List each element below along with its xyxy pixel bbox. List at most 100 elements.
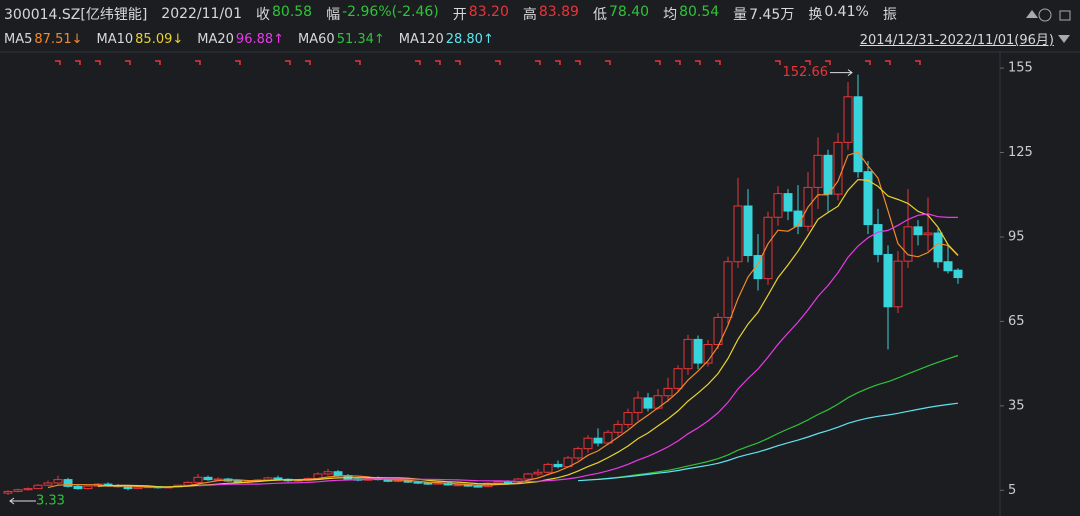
event-marker	[695, 60, 701, 65]
field-label: 幅	[326, 7, 341, 23]
field-value: 7.45万	[749, 7, 795, 23]
candle-body	[843, 96, 853, 143]
max-arrow	[830, 69, 853, 77]
dropdown-icon[interactable]	[1058, 35, 1070, 43]
event-marker	[305, 60, 311, 65]
candle-body	[753, 255, 763, 280]
candle-body	[473, 485, 483, 488]
event-marker	[535, 60, 541, 65]
event-marker	[605, 60, 611, 65]
candle-body	[713, 316, 723, 345]
candle-body	[863, 171, 873, 226]
event-marker	[75, 60, 81, 65]
candle-body	[53, 479, 63, 484]
candle-body	[723, 261, 733, 318]
candle-body	[233, 480, 243, 483]
field-label: 收	[256, 7, 270, 23]
event-marker	[575, 60, 581, 65]
candle-body	[663, 387, 673, 397]
field-label: 均	[663, 7, 678, 23]
event-marker	[865, 60, 871, 65]
candle-body	[333, 471, 343, 477]
candle-body	[893, 260, 903, 308]
event-marker	[285, 60, 291, 65]
candle-body	[543, 463, 553, 473]
candle-body	[813, 154, 823, 188]
ma-value: 85.09↓	[135, 31, 184, 47]
event-marker	[825, 60, 831, 65]
candle-body	[773, 193, 783, 218]
event-marker	[775, 60, 781, 65]
candle-body	[793, 210, 803, 227]
ma-name: MA60	[298, 31, 335, 47]
candle-body	[423, 482, 433, 485]
candle-body	[523, 473, 533, 480]
y-tick-label: 155	[1008, 61, 1033, 76]
ma-line	[577, 402, 959, 482]
min-arrow	[9, 497, 36, 505]
event-marker	[715, 60, 721, 65]
candle-body	[933, 232, 943, 263]
candle-body	[703, 343, 713, 364]
field-label: 量	[733, 7, 748, 23]
ma-value: 28.80↑	[445, 31, 494, 47]
candle-body	[593, 437, 603, 444]
y-tick-label: 125	[1008, 145, 1033, 160]
field-label: 低	[592, 7, 607, 23]
event-marker	[355, 60, 361, 65]
candle-body	[603, 431, 613, 444]
lock-icon[interactable]	[1059, 10, 1071, 21]
stock-code: 300014.SZ[亿纬锂能]	[4, 7, 148, 23]
event-marker	[155, 60, 161, 65]
gear-icon[interactable]	[1038, 8, 1052, 22]
field-value: 78.40	[608, 4, 650, 20]
candle-body	[273, 477, 283, 480]
event-marker	[555, 60, 561, 65]
ma-value: 51.34↑	[336, 31, 385, 47]
field-label: 振	[882, 7, 897, 23]
candle-body	[413, 481, 423, 484]
y-tick-label: 35	[1008, 398, 1025, 413]
candle-body	[503, 481, 513, 484]
event-marker	[95, 60, 101, 65]
settings-icon[interactable]	[1026, 10, 1038, 18]
ma-name: MA120	[398, 31, 444, 47]
candle-body	[453, 484, 463, 487]
field-label: 开	[452, 7, 467, 23]
candle-body	[213, 478, 223, 481]
y-tick-label: 65	[1008, 314, 1025, 329]
ma-line	[97, 178, 959, 488]
candle-body	[883, 253, 893, 308]
ma-line	[47, 151, 959, 489]
candle-body	[743, 205, 753, 257]
candle-body	[673, 368, 683, 389]
max-label: 152.66	[783, 65, 829, 80]
date-range[interactable]: 2014/12/31-2022/11/01(96月)	[859, 33, 1054, 48]
candle-body	[33, 484, 43, 490]
event-marker	[125, 60, 131, 65]
ma-name: MA5	[4, 31, 33, 47]
event-marker	[655, 60, 661, 65]
candle-body	[873, 224, 883, 255]
candle-body	[13, 489, 23, 492]
candle-body	[43, 482, 53, 486]
field-value: -2.96%(-2.46)	[342, 4, 439, 20]
candle-body	[63, 479, 73, 487]
candle-body	[623, 412, 633, 425]
candle-body	[683, 338, 693, 370]
candle-body	[923, 232, 933, 236]
ma-value: 96.88↑	[235, 31, 285, 47]
candle-body	[633, 397, 643, 414]
candle-body	[953, 269, 963, 279]
ma-line	[597, 354, 959, 480]
candle-body	[733, 205, 743, 263]
event-marker	[55, 60, 61, 65]
field-value: 83.20	[468, 4, 509, 20]
min-label: 3.33	[36, 493, 65, 508]
candle-body	[783, 193, 793, 212]
candle-body	[73, 485, 83, 490]
candle-body	[263, 477, 273, 481]
field-value: 80.58	[272, 4, 313, 20]
